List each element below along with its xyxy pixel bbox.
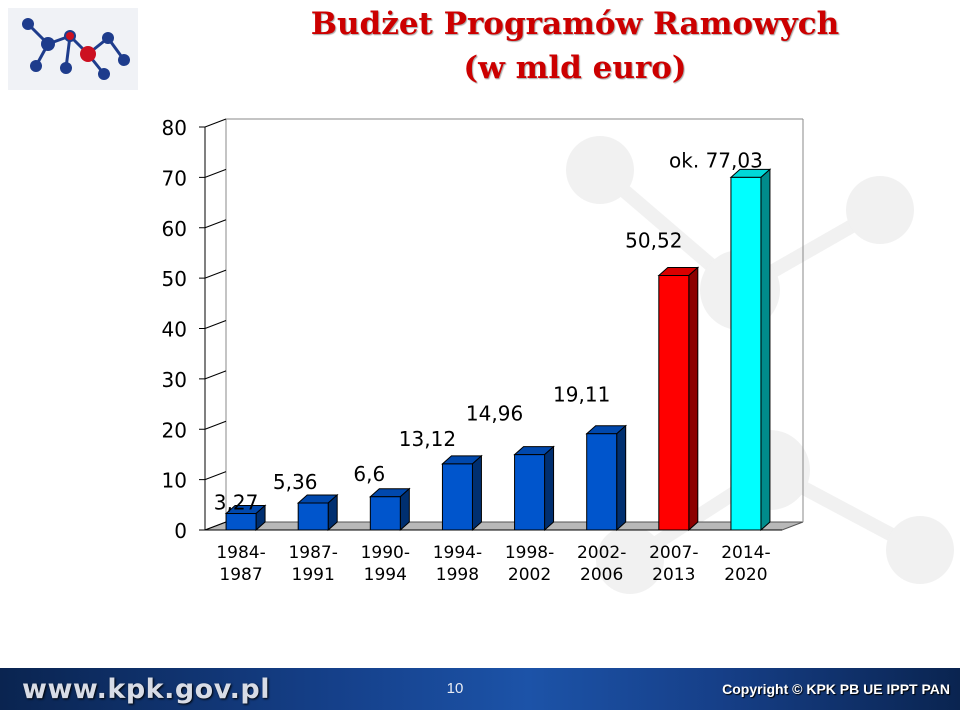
y-tick-label: 60 <box>162 217 187 241</box>
bar <box>514 454 546 531</box>
footer-copyright: Copyright © KPK PB UE IPPT PAN <box>722 681 950 697</box>
y-tick-label: 40 <box>162 318 187 342</box>
x-category-label: 2002-2006 <box>577 543 626 585</box>
bar-side-face <box>616 424 627 532</box>
y-axis-depth-tick <box>204 118 227 128</box>
bar-side-face <box>688 266 699 532</box>
x-category-label: 2007-2013 <box>649 543 698 585</box>
y-axis-depth-tick <box>204 420 227 430</box>
x-category-label: 1987-1991 <box>288 543 337 585</box>
bar-data-label: 3,27 <box>214 491 259 515</box>
bar-data-label: 50,52 <box>625 229 682 253</box>
kpk-logo <box>8 8 138 90</box>
bar <box>730 176 762 531</box>
y-tick-label: 0 <box>174 519 187 543</box>
y-axis-depth-tick <box>204 370 227 380</box>
y-axis-depth-tick <box>204 521 227 531</box>
page-number: 10 <box>446 680 464 697</box>
bar-data-label: ok. 77,03 <box>669 148 763 172</box>
bar <box>658 275 690 531</box>
footer-website-link[interactable]: www.kpk.gov.pl <box>22 674 270 705</box>
bar-data-label: 6,6 <box>353 462 385 486</box>
bar-data-label: 14,96 <box>466 402 523 426</box>
bar-data-label: 5,36 <box>273 470 318 494</box>
bar <box>586 433 618 531</box>
y-axis-depth-tick <box>204 320 227 329</box>
bar-side-face <box>471 454 482 532</box>
bar <box>441 463 473 531</box>
chart-floor <box>204 521 804 531</box>
bar-side-face <box>760 168 771 532</box>
bar-data-label: 13,12 <box>399 427 456 451</box>
slide-title: Budżet Programów Ramowych (w mld euro) <box>230 2 920 90</box>
slide-title-line2: (w mld euro) <box>463 50 687 86</box>
y-tick-label: 30 <box>162 368 187 392</box>
x-category-label: 1990-1994 <box>361 543 410 585</box>
y-axis-depth-tick <box>204 269 227 279</box>
slide-title-line1: Budżet Programów Ramowych <box>310 6 840 42</box>
y-tick-label: 20 <box>162 418 187 442</box>
bar <box>369 496 401 531</box>
x-category-label: 1998-2002 <box>505 543 554 585</box>
y-axis-depth-tick <box>204 219 227 229</box>
bar <box>225 513 257 531</box>
y-axis-depth-tick <box>204 471 227 481</box>
x-category-label: 1994-1998 <box>433 543 482 585</box>
bar-data-label: 19,11 <box>553 383 610 407</box>
budget-bar-chart: 0 10 20 30 40 50 60 70 80 3,27 1984-1987 5,36 1987-1… <box>162 116 804 585</box>
bar-side-face <box>399 487 410 532</box>
y-tick-label: 50 <box>162 267 187 291</box>
y-tick-label: 10 <box>162 469 187 493</box>
x-category-label: 1984-1987 <box>216 543 265 585</box>
footer-bar: www.kpk.gov.pl 10 Copyright © KPK PB UE … <box>0 668 960 710</box>
y-axis-depth-tick <box>204 168 227 178</box>
y-tick-label: 80 <box>162 116 187 140</box>
bar-side-face <box>544 445 555 532</box>
x-category-label: 2014-2020 <box>721 543 770 585</box>
bar <box>297 502 329 531</box>
y-tick-label: 70 <box>162 166 187 190</box>
